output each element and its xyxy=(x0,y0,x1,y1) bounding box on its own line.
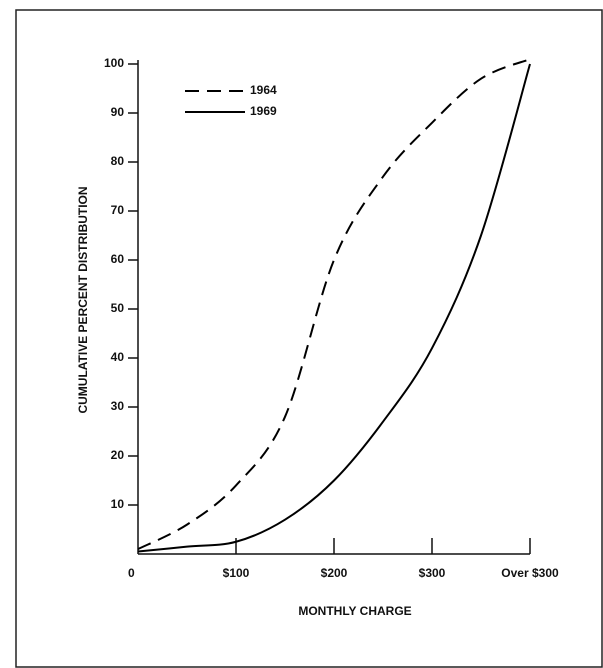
legend-label: 1969 xyxy=(250,104,277,118)
line-series xyxy=(137,58,531,550)
y-tick-label: 40 xyxy=(111,350,125,364)
y-tick-label: 20 xyxy=(111,448,125,462)
y-tick-label: 90 xyxy=(111,105,125,119)
y-tick-label: 80 xyxy=(111,154,125,168)
y-axis-label: CUMULATIVE PERCENT DISTRIBUTION xyxy=(76,186,90,413)
legend-label: 1964 xyxy=(250,83,277,97)
y-tick-label: 70 xyxy=(111,203,125,217)
x-tick-label: $200 xyxy=(321,566,348,580)
x-tick-label: 0 xyxy=(128,566,135,580)
line-series xyxy=(137,63,531,553)
frame xyxy=(15,9,603,668)
y-tick-label: 60 xyxy=(111,252,125,266)
y-tick-label: 30 xyxy=(111,399,125,413)
y-tick-label: 50 xyxy=(111,301,125,315)
y-tick-label: 100 xyxy=(104,56,124,70)
x-tick-label: $300 xyxy=(419,566,446,580)
x-axis-label: MONTHLY CHARGE xyxy=(298,604,411,618)
x-tick-label: Over $300 xyxy=(501,566,559,580)
y-tick-label: 10 xyxy=(111,497,125,511)
x-tick-label: $100 xyxy=(223,566,250,580)
